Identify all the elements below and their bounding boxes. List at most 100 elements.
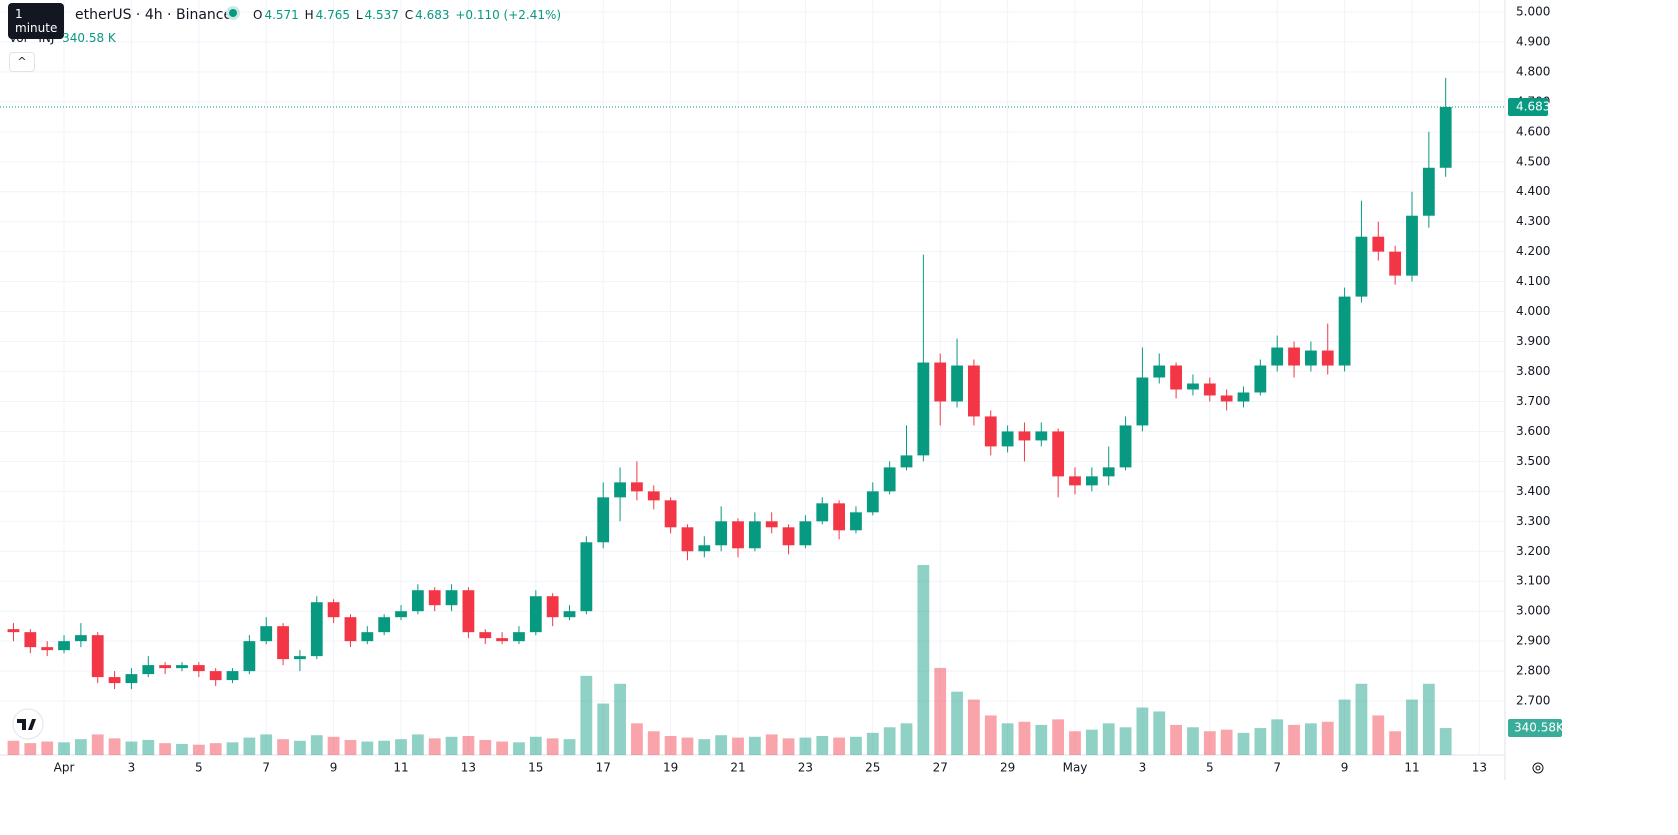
candle-body bbox=[529, 596, 542, 633]
x-tick-label: 11 bbox=[1404, 761, 1419, 775]
ohlc-label: L bbox=[355, 8, 363, 22]
y-tick-label: 3.600 bbox=[1516, 424, 1550, 438]
volume-bar bbox=[715, 735, 728, 755]
y-tick-label: 3.200 bbox=[1516, 544, 1550, 558]
y-tick-label: 3.300 bbox=[1516, 514, 1550, 528]
volume-bar bbox=[24, 743, 37, 755]
volume-bar bbox=[1288, 724, 1300, 755]
candle-body bbox=[1035, 431, 1048, 441]
ohlc-values: O 4.571 H 4.765 L 4.537 C 4.683 +0.110 (+2.4… bbox=[253, 8, 563, 22]
volume-bar bbox=[176, 743, 188, 755]
candle-body bbox=[1422, 167, 1435, 216]
volume-bar bbox=[664, 736, 677, 755]
volume-bar bbox=[1338, 699, 1351, 755]
volume-bar bbox=[1372, 715, 1385, 755]
candle-body bbox=[462, 590, 475, 633]
candle-body bbox=[1304, 350, 1317, 366]
candle-body bbox=[816, 503, 829, 522]
volume-label-box bbox=[1508, 719, 1562, 738]
volume-bar bbox=[681, 737, 694, 755]
volume-bar bbox=[310, 735, 323, 755]
volume-bar bbox=[1136, 707, 1149, 755]
candle-body bbox=[192, 665, 205, 672]
volume-bar bbox=[108, 738, 121, 755]
y-tick-label: 3.800 bbox=[1516, 364, 1550, 378]
x-tick-label: 25 bbox=[865, 761, 880, 775]
volume-bar bbox=[41, 741, 54, 755]
volume-bar bbox=[1422, 683, 1435, 755]
y-tick-label: 3.700 bbox=[1516, 394, 1550, 408]
candle-body bbox=[58, 641, 70, 651]
volume-bar bbox=[1254, 728, 1267, 755]
volume-bar bbox=[1187, 727, 1199, 755]
volume-bar bbox=[74, 739, 87, 755]
candle-body bbox=[850, 512, 862, 531]
volume-value: 340.58 K bbox=[62, 31, 116, 45]
candle-body bbox=[1119, 425, 1132, 468]
volume-bar bbox=[1170, 724, 1182, 755]
candle-body bbox=[142, 665, 155, 675]
x-tick-label: 15 bbox=[528, 761, 543, 775]
volume-bar bbox=[226, 742, 239, 755]
volume-bar bbox=[816, 736, 829, 755]
candle-body bbox=[176, 665, 188, 669]
x-tick-label: 5 bbox=[195, 761, 203, 775]
ohlc-label: O bbox=[253, 8, 263, 22]
y-tick-label: 3.000 bbox=[1516, 604, 1550, 618]
y-tick-label: 4.000 bbox=[1516, 304, 1550, 318]
collapse-button[interactable]: ^ bbox=[9, 52, 35, 72]
x-tick-label: 11 bbox=[393, 761, 408, 775]
candle-body bbox=[900, 455, 913, 468]
candle-body bbox=[1187, 383, 1199, 390]
y-tick-label: 3.500 bbox=[1516, 454, 1550, 468]
volume-bar bbox=[765, 734, 778, 755]
candle-body bbox=[1389, 251, 1402, 276]
candle-body bbox=[866, 491, 879, 513]
y-tick-label: 4.900 bbox=[1516, 34, 1550, 48]
candle-body bbox=[445, 590, 458, 606]
candle-body bbox=[24, 632, 37, 648]
candle-body bbox=[294, 656, 306, 660]
candle-body bbox=[1085, 476, 1098, 486]
settings-icon[interactable] bbox=[1532, 762, 1544, 774]
volume-bar bbox=[445, 736, 458, 755]
volume-bar bbox=[732, 737, 744, 755]
volume-bar bbox=[192, 744, 205, 755]
y-tick-label: 2.800 bbox=[1516, 664, 1550, 678]
y-tick-label: 4.500 bbox=[1516, 154, 1550, 168]
candle-body bbox=[108, 677, 121, 684]
volume-bar bbox=[327, 736, 340, 755]
candle-body bbox=[209, 671, 222, 681]
candle-body bbox=[732, 521, 744, 549]
candle-body bbox=[1018, 431, 1031, 441]
ohlc-value: 4.765 bbox=[315, 8, 351, 22]
volume-bar bbox=[1220, 729, 1233, 755]
candle-body bbox=[934, 362, 947, 402]
volume-bar bbox=[1355, 683, 1368, 755]
candle-body bbox=[1372, 236, 1385, 252]
y-tick-label: 4.800 bbox=[1516, 64, 1550, 78]
volume-bar bbox=[833, 737, 846, 755]
volume-bar bbox=[563, 739, 576, 755]
candle-body bbox=[1254, 365, 1267, 393]
x-tick-label: May bbox=[1063, 761, 1088, 775]
volume-bar bbox=[698, 739, 711, 755]
volume-bar bbox=[378, 740, 391, 755]
volume-bar bbox=[1439, 728, 1452, 755]
volume-bar bbox=[1389, 731, 1402, 755]
candle-body bbox=[1237, 392, 1250, 402]
candle-body bbox=[159, 665, 172, 669]
candle-body bbox=[513, 632, 525, 642]
tooltip: 1 minute bbox=[8, 3, 65, 39]
ohlc-label: C bbox=[404, 8, 414, 22]
volume-axis-label: 340.58K bbox=[1514, 721, 1565, 735]
volume-bar bbox=[209, 743, 222, 755]
volume-bar bbox=[1321, 721, 1334, 755]
volume-bar bbox=[529, 736, 542, 755]
volume-bar bbox=[597, 703, 610, 755]
y-tick-label: 2.900 bbox=[1516, 634, 1550, 648]
volume-bar bbox=[159, 743, 172, 755]
volume-bar bbox=[799, 737, 812, 755]
symbol-title[interactable]: etherUS · 4h · Binance bbox=[75, 7, 233, 23]
candle-body bbox=[1170, 365, 1182, 390]
